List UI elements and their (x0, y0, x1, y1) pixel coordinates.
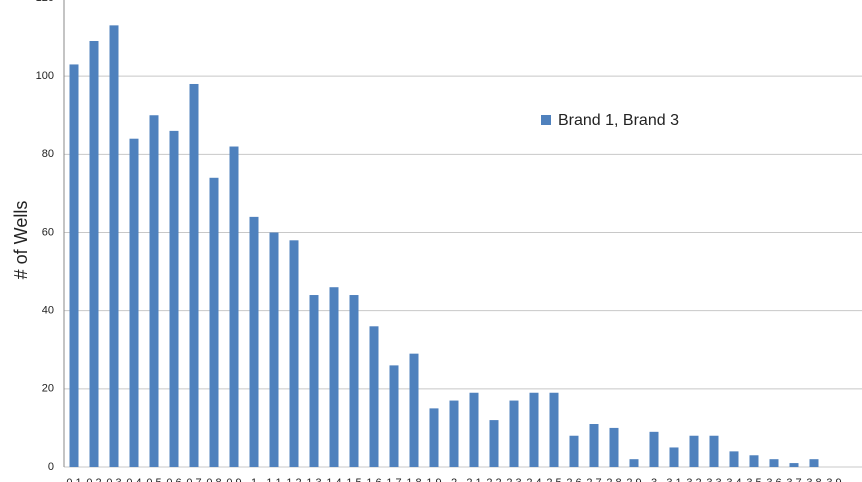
bar (69, 64, 79, 468)
x-tick-label: 0.3 (106, 477, 121, 482)
x-tick-label: 2.9 (626, 477, 641, 482)
x-tick-label: 2.3 (506, 477, 521, 482)
bar (249, 216, 259, 467)
x-tick-label: 0.7 (186, 477, 201, 482)
bar (89, 40, 99, 467)
bar (569, 435, 579, 467)
bar (809, 459, 819, 467)
x-tick-label: 0.8 (206, 477, 221, 482)
x-tick-label: 3 (651, 477, 657, 482)
x-tick-label: 1.9 (426, 477, 441, 482)
x-tick-label: 0.2 (86, 477, 101, 482)
bar (669, 447, 679, 467)
x-tick-label: 1.6 (366, 477, 381, 482)
x-tick-label: 1.2 (286, 477, 301, 482)
bar (509, 400, 519, 467)
x-tick-label: 3.3 (706, 477, 721, 482)
bar (389, 365, 399, 467)
x-tick-label: 2.5 (546, 477, 561, 482)
x-tick-label: 3.1 (666, 477, 681, 482)
bar (209, 177, 219, 468)
legend-label: Brand 1, Brand 3 (558, 112, 679, 129)
bar (529, 392, 539, 467)
x-tick-label: 3.9 (826, 477, 841, 482)
y-tick-label: 0 (48, 461, 54, 473)
bar (169, 130, 179, 467)
x-tick-label: 0.4 (126, 477, 141, 482)
bar (289, 240, 299, 467)
y-axis-title: # of Wells (11, 201, 31, 280)
x-tick-label: 1.5 (346, 477, 361, 482)
bar (749, 455, 759, 467)
y-tick-label: 40 (42, 305, 54, 317)
bar (449, 400, 459, 467)
bar (369, 326, 379, 467)
y-tick-label: 80 (42, 148, 54, 160)
bar (489, 420, 499, 467)
bar (629, 459, 639, 467)
x-tick-label: 3.5 (746, 477, 761, 482)
bar (689, 435, 699, 467)
bar (409, 353, 419, 467)
bar (189, 83, 199, 467)
x-tick-label: 2.7 (586, 477, 601, 482)
y-tick-label: 60 (42, 226, 54, 238)
x-tick-label: 1.1 (266, 477, 281, 482)
x-tick-label: 2.8 (606, 477, 621, 482)
bar (429, 408, 439, 467)
bar (109, 25, 119, 467)
x-tick-label: 3.4 (726, 477, 741, 482)
y-tick-label: 120 (36, 0, 54, 4)
bar (129, 138, 139, 467)
bar (309, 295, 319, 467)
bar (469, 392, 479, 467)
x-tick-label: 0.5 (146, 477, 161, 482)
bar (589, 424, 599, 467)
bar (349, 295, 359, 467)
x-tick-label: 0.6 (166, 477, 181, 482)
x-tick-label: 3.7 (786, 477, 801, 482)
y-tick-label: 100 (36, 70, 54, 82)
bar (709, 435, 719, 467)
x-tick-label: 3.2 (686, 477, 701, 482)
x-tick-label: 2 (451, 477, 457, 482)
bar (149, 115, 159, 467)
x-tick-label: 2.2 (486, 477, 501, 482)
x-tick-label: 2.1 (466, 477, 481, 482)
bar (229, 146, 239, 467)
x-tick-label: 1 (251, 477, 257, 482)
x-tick-label: 0.1 (66, 477, 81, 482)
bar (729, 451, 739, 467)
x-tick-label: 1.3 (306, 477, 321, 482)
legend-swatch (541, 115, 551, 125)
bar (549, 392, 559, 467)
bar (329, 287, 339, 467)
x-tick-label: 1.4 (326, 477, 341, 482)
bar (269, 232, 279, 467)
x-tick-label: 2.6 (566, 477, 581, 482)
bar (789, 463, 799, 467)
bar (609, 427, 619, 467)
x-tick-label: 2.4 (526, 477, 541, 482)
bar (769, 459, 779, 467)
x-tick-label: 3.8 (806, 477, 821, 482)
x-tick-label: 3.6 (766, 477, 781, 482)
x-tick-label: 1.7 (386, 477, 401, 482)
y-tick-label: 20 (42, 383, 54, 395)
bar (649, 431, 659, 467)
x-tick-label: 0.9 (226, 477, 241, 482)
x-tick-label: 1.8 (406, 477, 421, 482)
